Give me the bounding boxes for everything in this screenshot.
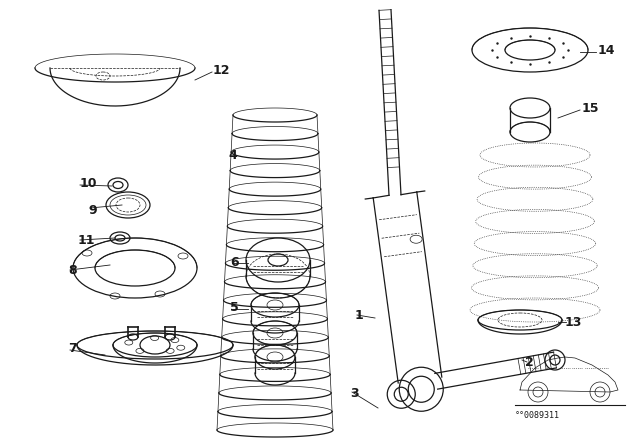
Text: 7: 7 (68, 341, 77, 354)
Text: 11: 11 (78, 233, 95, 246)
Text: 9: 9 (88, 203, 97, 216)
Text: 12: 12 (213, 64, 230, 77)
Text: 13: 13 (565, 315, 582, 328)
Text: 6: 6 (230, 255, 239, 268)
Text: 1: 1 (355, 309, 364, 322)
Text: 8: 8 (68, 263, 77, 276)
Text: 3: 3 (350, 387, 358, 400)
Text: 10: 10 (80, 177, 97, 190)
Text: 15: 15 (582, 102, 600, 115)
Text: 4: 4 (228, 148, 237, 161)
Text: 2: 2 (525, 356, 534, 369)
Text: °°0089311: °°0089311 (515, 411, 560, 420)
Text: 14: 14 (598, 43, 616, 56)
Text: 5: 5 (230, 301, 239, 314)
